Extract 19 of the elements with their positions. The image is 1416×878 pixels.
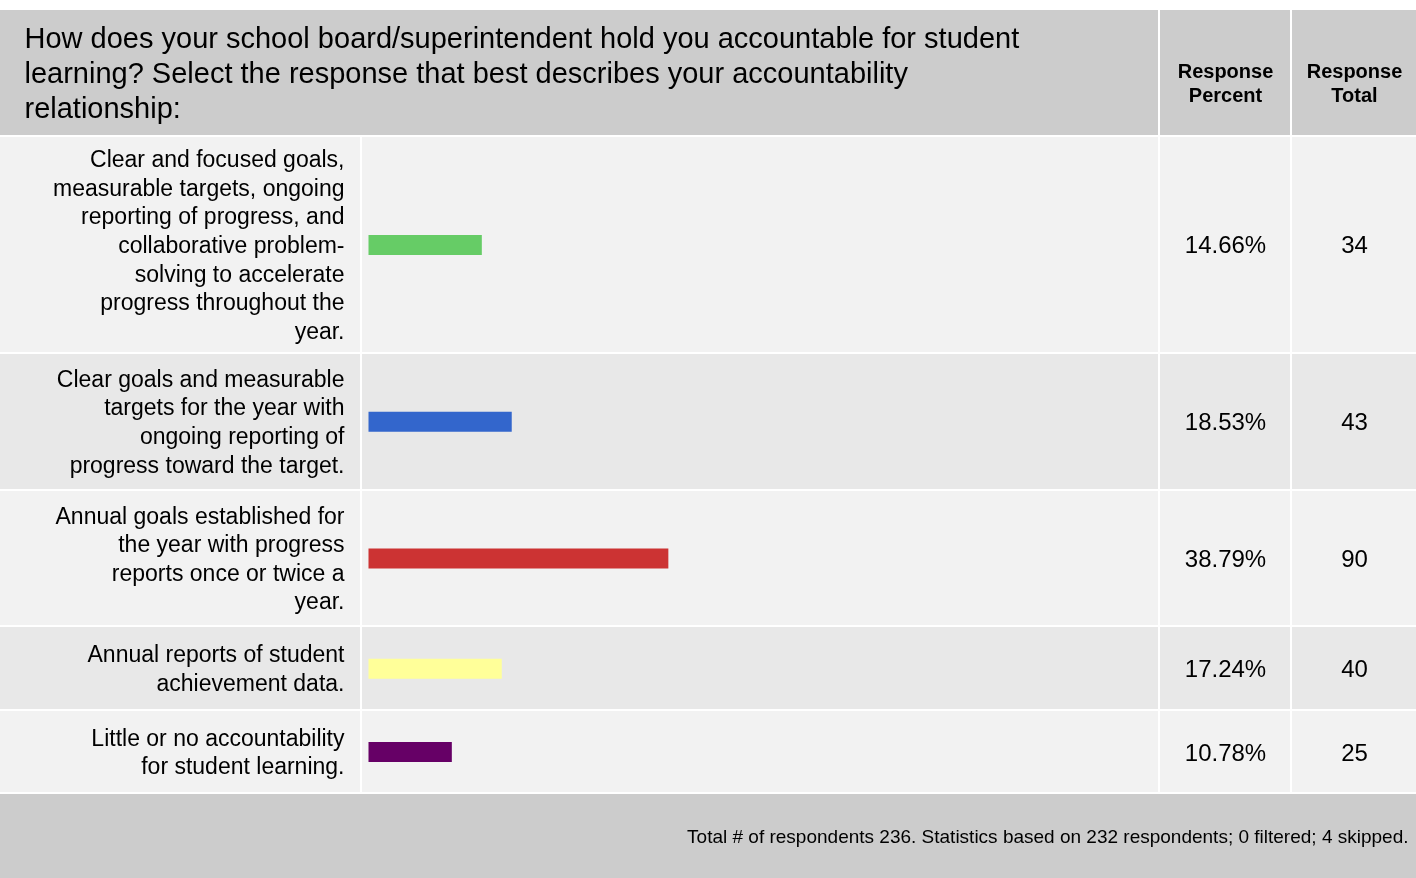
text: 40: [1341, 655, 1368, 683]
data-label: 18.53%: [1184, 408, 1267, 436]
text: 43: [1341, 408, 1368, 436]
data-label: 10.78%: [1184, 738, 1267, 766]
data-label: 17.24%: [1184, 655, 1267, 683]
text: 25: [1341, 738, 1368, 766]
data-label: 14.66%: [1184, 231, 1267, 259]
y-tick-label: Annual reports of student achievement data.: [87, 641, 346, 696]
text: Response Percent: [1177, 59, 1274, 107]
data-label: 38.79%: [1184, 545, 1267, 573]
text: 34: [1341, 231, 1368, 259]
chart-title: How does your school board/superintendent hold you accountable for student learning? Select the response that best describes your accountability relationship:: [24, 21, 1020, 125]
text: Total # of respondents 236. Statistics based on 232 respondents; 0 filtered; 4 skipped.: [687, 826, 1409, 848]
y-tick-label: Little or no accountability for student learning.: [91, 724, 345, 780]
y-tick-label: Clear goals and measurable targets for the year with ongoing reporting of progress toward the target.: [56, 365, 346, 478]
text: 90: [1341, 545, 1368, 573]
y-tick-label: Clear and focused goals, measurable targets, ongoing reporting of progress, and collaborative problem-solving to accelerate progress throughout the year.: [52, 146, 345, 344]
text: Response Total: [1306, 59, 1403, 107]
y-tick-label: Annual goals established for the year with progress reports once or twice a year.: [55, 502, 345, 615]
